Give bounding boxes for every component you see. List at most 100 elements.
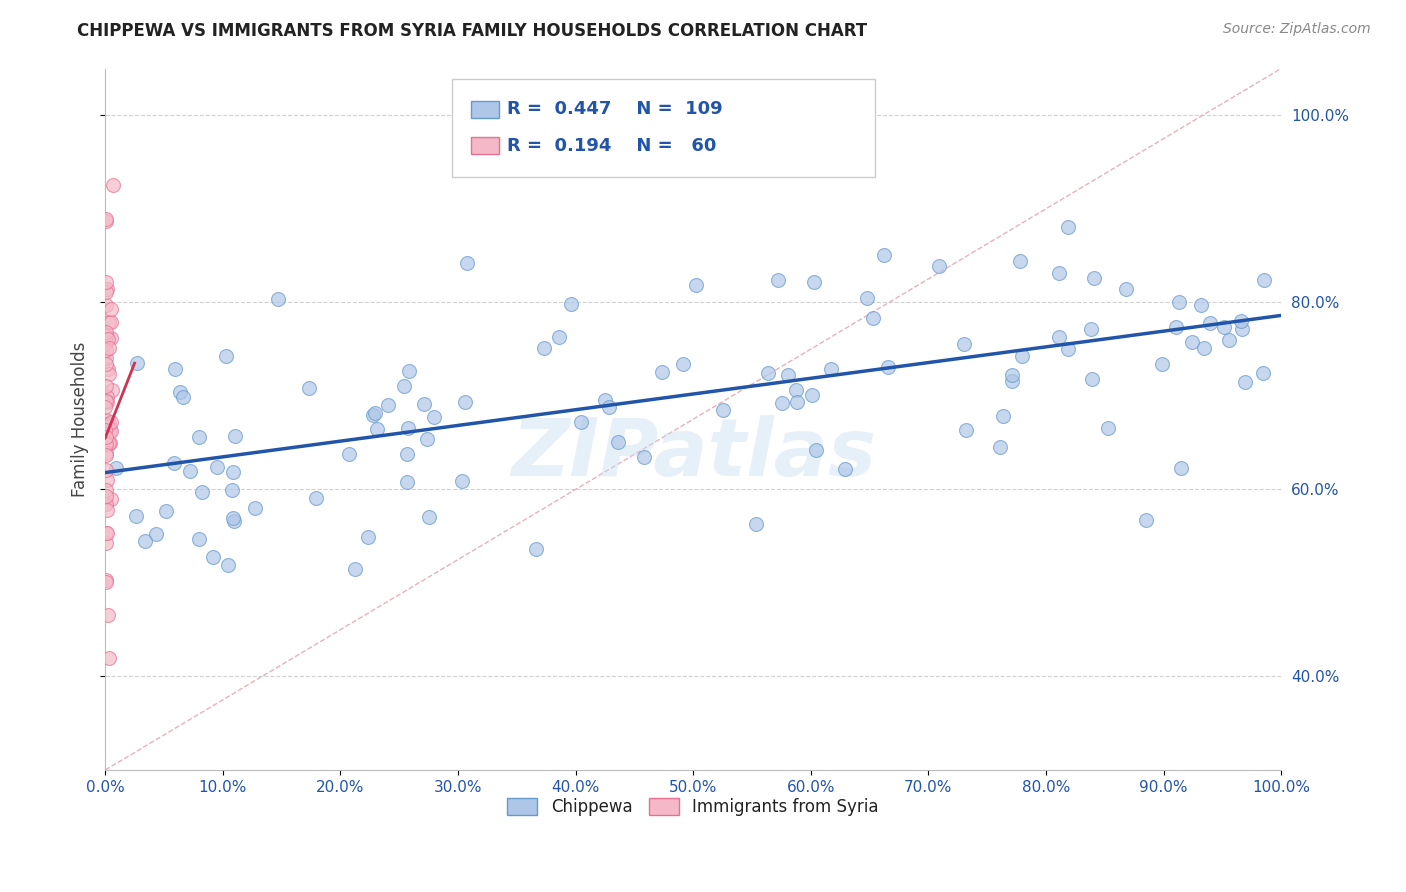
Point xyxy=(1189,298,1212,312)
Point xyxy=(304,491,326,505)
Point xyxy=(205,460,228,475)
Point xyxy=(1080,322,1102,336)
Point xyxy=(104,461,127,475)
Point xyxy=(215,349,238,363)
Point xyxy=(191,485,214,500)
Point xyxy=(766,273,789,287)
Point xyxy=(100,301,122,316)
Text: ZIPatlas: ZIPatlas xyxy=(510,416,876,493)
Point xyxy=(97,332,120,346)
Point xyxy=(163,456,186,470)
Point xyxy=(856,291,879,305)
Point xyxy=(97,341,120,355)
Text: R =  0.194    N =   60: R = 0.194 N = 60 xyxy=(508,136,717,154)
Point xyxy=(450,474,472,488)
Point xyxy=(96,436,118,450)
Point xyxy=(1233,376,1256,390)
Point xyxy=(97,419,120,434)
Point xyxy=(778,368,800,382)
Point xyxy=(97,417,120,432)
Point xyxy=(97,362,120,376)
Point xyxy=(363,408,385,422)
Point xyxy=(1135,513,1157,527)
Point xyxy=(98,315,121,329)
Point xyxy=(94,436,117,450)
Point xyxy=(172,390,194,404)
Point xyxy=(100,331,122,345)
Point xyxy=(98,436,121,450)
Point xyxy=(744,516,766,531)
Point xyxy=(820,362,842,376)
Point xyxy=(533,341,555,355)
Point xyxy=(1212,319,1234,334)
Point xyxy=(100,383,122,397)
Point xyxy=(834,461,856,475)
Point xyxy=(1230,322,1253,336)
Point xyxy=(96,525,118,540)
Point xyxy=(96,473,118,487)
Point xyxy=(94,463,117,477)
Point xyxy=(988,440,1011,454)
Point xyxy=(1218,333,1240,347)
Point xyxy=(1047,330,1070,344)
Point xyxy=(398,364,420,378)
Point xyxy=(94,400,117,414)
Point xyxy=(94,575,117,590)
Point xyxy=(396,421,419,435)
Point xyxy=(560,297,582,311)
Point xyxy=(145,527,167,541)
Point xyxy=(1251,366,1274,380)
Point xyxy=(179,464,201,478)
Point xyxy=(243,500,266,515)
Point xyxy=(94,536,117,550)
Point xyxy=(569,415,592,429)
FancyBboxPatch shape xyxy=(471,137,499,154)
Point xyxy=(785,383,807,397)
Point xyxy=(955,424,977,438)
Point xyxy=(1167,295,1189,310)
Point xyxy=(188,429,211,443)
Point xyxy=(96,282,118,296)
Point xyxy=(770,396,793,410)
Point xyxy=(1083,271,1105,285)
Point xyxy=(100,314,122,328)
Point xyxy=(100,424,122,438)
Point xyxy=(711,403,734,417)
Point xyxy=(1253,273,1275,287)
Point xyxy=(548,330,571,344)
Point xyxy=(96,448,118,462)
Point xyxy=(357,530,380,544)
Point xyxy=(1164,320,1187,334)
Point xyxy=(756,366,779,380)
Point xyxy=(803,276,825,290)
Y-axis label: Family Households: Family Households xyxy=(72,342,89,497)
Point xyxy=(100,415,122,429)
Point xyxy=(416,432,439,446)
Point xyxy=(94,412,117,426)
Point xyxy=(96,357,118,371)
Point xyxy=(96,525,118,540)
Point xyxy=(672,357,695,371)
Point xyxy=(98,367,121,381)
Text: CHIPPEWA VS IMMIGRANTS FROM SYRIA FAMILY HOUSEHOLDS CORRELATION CHART: CHIPPEWA VS IMMIGRANTS FROM SYRIA FAMILY… xyxy=(77,22,868,40)
Point xyxy=(96,418,118,433)
Point xyxy=(94,212,117,227)
Point xyxy=(94,333,117,347)
Point xyxy=(377,398,399,412)
Point xyxy=(222,514,245,528)
Point xyxy=(418,510,440,524)
Point xyxy=(96,417,118,432)
Point xyxy=(1097,421,1119,435)
Point xyxy=(94,483,117,497)
Point xyxy=(800,388,823,402)
Point xyxy=(134,533,156,548)
Point xyxy=(94,437,117,451)
Point xyxy=(928,259,950,273)
Point xyxy=(97,417,120,431)
Point xyxy=(96,498,118,512)
Point xyxy=(201,550,224,565)
Point xyxy=(344,561,367,575)
Point xyxy=(165,362,187,376)
Point xyxy=(96,391,118,405)
Point xyxy=(1001,368,1024,382)
